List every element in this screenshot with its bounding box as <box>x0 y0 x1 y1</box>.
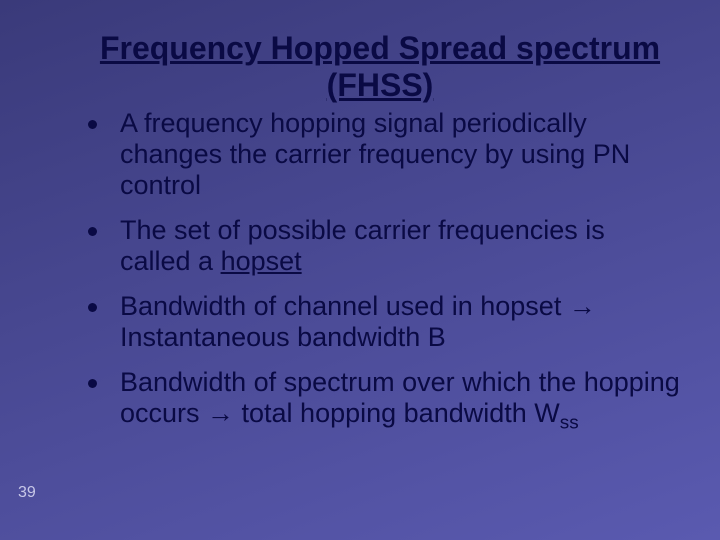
slide: Frequency Hopped Spread spectrum (FHSS) … <box>0 0 720 540</box>
bullet-text: The set of possible carrier frequencies … <box>120 215 605 276</box>
bullet-text: Bandwidth of channel used in hopset → In… <box>120 291 596 352</box>
list-item: Bandwidth of channel used in hopset → In… <box>120 291 680 353</box>
bullet-list: A frequency hopping signal periodically … <box>80 108 680 429</box>
slide-title: Frequency Hopped Spread spectrum (FHSS) <box>80 30 680 104</box>
list-item: The set of possible carrier frequencies … <box>120 215 680 277</box>
bullet-text: A frequency hopping signal periodically … <box>120 108 630 200</box>
list-item: Bandwidth of spectrum over which the hop… <box>120 367 680 429</box>
slide-number: 39 <box>18 484 36 502</box>
bullet-underlined-word: hopset <box>221 246 302 276</box>
bullet-subscript: ss <box>560 412 579 433</box>
bullet-text: Bandwidth of spectrum over which the hop… <box>120 367 680 428</box>
list-item: A frequency hopping signal periodically … <box>120 108 680 201</box>
